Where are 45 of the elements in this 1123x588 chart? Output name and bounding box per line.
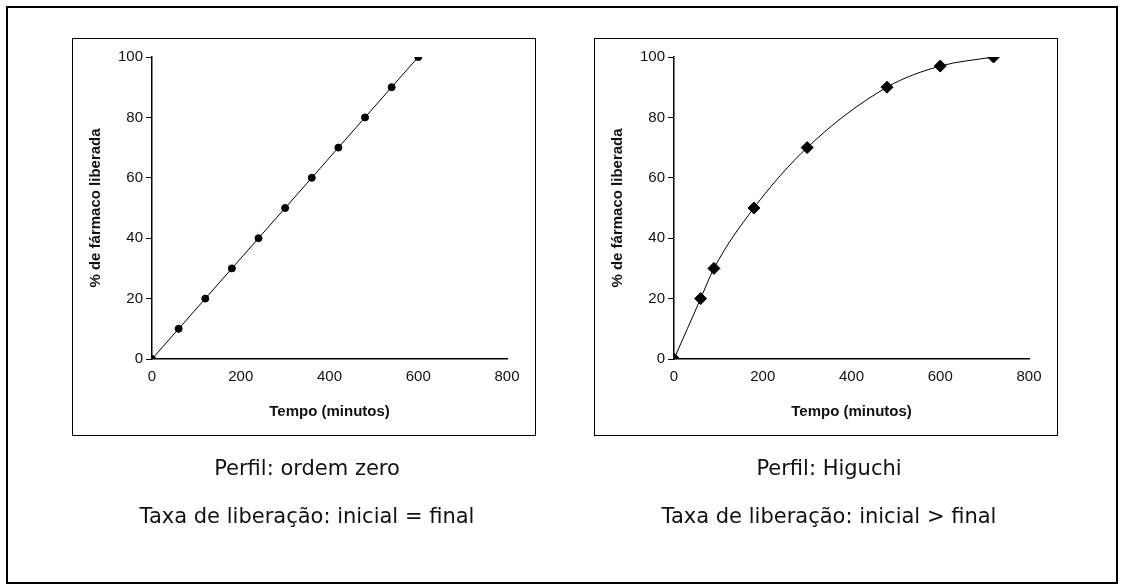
y-axis-title: % de fármaco liberada [608, 127, 626, 288]
point [800, 141, 814, 155]
y-tick-label: 80 [126, 107, 144, 125]
y-tick-label: 0 [656, 349, 666, 367]
text: Perfil: Higuchi [755, 456, 903, 480]
y-tick-label: 60 [648, 167, 666, 185]
y-tick-label: 40 [126, 228, 144, 246]
y-tick-label: 100 [118, 47, 144, 65]
x-tick-label: 800 [494, 367, 520, 385]
y-tick-label: 20 [126, 288, 144, 306]
point [361, 113, 370, 122]
point [227, 264, 236, 273]
text: Perfil: ordem zero [213, 456, 401, 480]
x-tick-label: 600 [927, 367, 953, 385]
point [201, 294, 210, 303]
x-tick-label: 400 [839, 367, 865, 385]
point [387, 83, 396, 92]
point [281, 204, 290, 212]
text: Taxa de liberação: inicial > final [660, 504, 998, 528]
y-tick-label: 40 [648, 228, 666, 246]
point [254, 234, 263, 243]
x-tick-label: 200 [750, 367, 776, 385]
x-tick-label: 400 [317, 367, 343, 385]
x-tick-label: 0 [669, 367, 679, 385]
y-axis-title: % de fármaco liberada [86, 127, 104, 288]
y-tick-label: 100 [640, 47, 666, 65]
y-tick-label: 0 [134, 349, 144, 367]
point [747, 201, 761, 215]
x-tick-label: 0 [147, 367, 157, 385]
y-tick-label: 60 [126, 167, 144, 185]
x-axis-title: Tempo (minutos) [269, 402, 390, 420]
point [694, 292, 708, 306]
point [933, 59, 947, 73]
x-tick-label: 600 [405, 367, 431, 385]
point [307, 173, 316, 182]
point [707, 261, 721, 275]
text: Taxa de liberação: inicial = final [138, 504, 476, 528]
x-axis-title: Tempo (minutos) [791, 402, 912, 420]
point [334, 143, 343, 152]
point [880, 80, 894, 94]
x-tick-label: 200 [228, 367, 254, 385]
x-tick-label: 800 [1016, 367, 1042, 385]
y-tick-label: 20 [648, 288, 666, 306]
point [174, 324, 183, 333]
y-tick-label: 80 [648, 107, 666, 125]
